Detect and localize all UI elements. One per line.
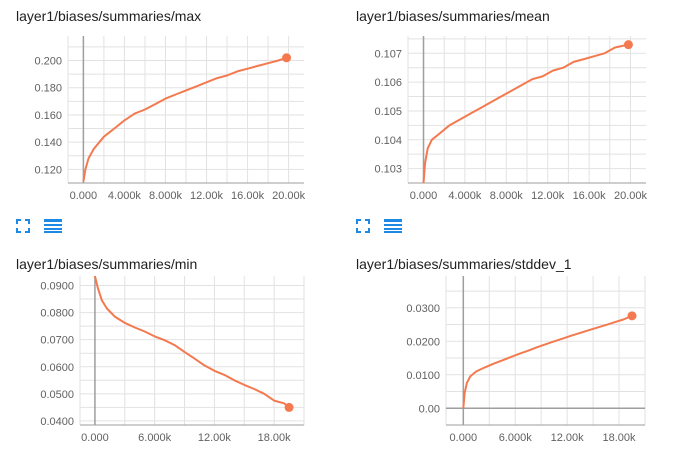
chart-controls	[354, 218, 402, 234]
chart-card-min: layer1/biases/summaries/min 0.000 6.000k 1…	[0, 248, 337, 459]
y-tick-label: 0.120	[34, 164, 62, 176]
y-tick-label: 0.160	[34, 110, 62, 122]
chart-title: layer1/biases/summaries/min	[16, 256, 198, 272]
fullscreen-icon[interactable]	[354, 218, 372, 234]
chart-card-max: layer1/biases/summaries/max 0.000 4.000k 8…	[0, 0, 337, 248]
chart-controls	[14, 218, 62, 234]
series-line	[422, 43, 629, 184]
x-tick-label: 8.000k	[149, 190, 183, 202]
x-tick-label: 4.000k	[448, 190, 482, 202]
y-tick-label: 0.106	[374, 77, 402, 89]
series-line	[82, 56, 287, 182]
fullscreen-icon[interactable]	[14, 218, 32, 234]
x-tick-label: 6.000k	[138, 432, 172, 444]
y-tick-label: 0.0400	[40, 416, 74, 428]
series-end-point	[284, 402, 294, 412]
data-table-icon[interactable]	[44, 218, 62, 234]
series-end-point	[627, 311, 637, 321]
x-tick-label: 0.000	[410, 190, 438, 202]
x-tick-label: 12.00k	[551, 432, 585, 444]
y-tick-label: 0.180	[34, 83, 62, 95]
y-tick-label: 0.0500	[40, 389, 74, 401]
chart-svg: 0.000 6.000k 12.00k 18.00k 0.00 0.0100 0.0200 0…	[406, 276, 646, 444]
x-tick-label: 16.00k	[231, 190, 265, 202]
x-tick-label: 18.00k	[258, 432, 292, 444]
y-tick-label: 0.0800	[40, 308, 74, 320]
chart-svg: 0.000 4.000k 8.000k 12.00k 16.00k 20.00k 0.120…	[34, 36, 306, 202]
chart-title: layer1/biases/summaries/max	[16, 8, 202, 24]
chart-title: layer1/biases/summaries/stddev_1	[356, 256, 572, 272]
y-tick-label: 0.107	[374, 48, 402, 60]
x-tick-label: 0.000	[81, 432, 109, 444]
y-tick-label: 0.104	[374, 135, 402, 147]
x-tick-label: 16.00k	[573, 190, 607, 202]
x-tick-label: 20.00k	[614, 190, 648, 202]
x-tick-label: 12.00k	[198, 432, 232, 444]
chart-svg: 0.000 6.000k 12.00k 18.00k 0.0400 0.0500 0.060…	[40, 275, 305, 444]
series-end-point	[623, 40, 633, 50]
y-tick-label: 0.0600	[40, 362, 74, 374]
x-tick-label: 12.00k	[531, 190, 565, 202]
x-tick-label: 0.000	[450, 432, 478, 444]
chart-card-stddev: layer1/biases/summaries/stddev_1 0.000 6.…	[340, 248, 674, 459]
chart-title: layer1/biases/summaries/mean	[356, 8, 550, 24]
y-tick-label: 0.103	[374, 164, 402, 176]
x-tick-label: 8.000k	[490, 190, 524, 202]
series-end-point	[282, 53, 292, 63]
y-tick-label: 0.0100	[406, 370, 440, 382]
chart-svg: 0.000 4.000k 8.000k 12.00k 16.00k 20.00k 0.103…	[374, 36, 648, 202]
y-tick-label: 0.0700	[40, 335, 74, 347]
series-line	[93, 275, 290, 409]
x-tick-label: 6.000k	[499, 432, 533, 444]
x-tick-label: 20.00k	[272, 190, 306, 202]
chart-card-mean: layer1/biases/summaries/mean 0.000 4.000k…	[340, 0, 674, 248]
y-tick-label: 0.00	[419, 403, 440, 415]
x-tick-label: 12.00k	[190, 190, 224, 202]
x-tick-label: 0.000	[70, 190, 98, 202]
y-tick-label: 0.0300	[406, 303, 440, 315]
y-tick-label: 0.140	[34, 137, 62, 149]
y-tick-label: 0.105	[374, 106, 402, 118]
series-line	[462, 314, 633, 409]
x-tick-label: 4.000k	[108, 190, 142, 202]
y-tick-label: 0.200	[34, 56, 62, 68]
x-tick-label: 18.00k	[603, 432, 637, 444]
data-table-icon[interactable]	[384, 218, 402, 234]
y-tick-label: 0.0200	[406, 336, 440, 348]
y-tick-label: 0.0900	[40, 280, 74, 292]
